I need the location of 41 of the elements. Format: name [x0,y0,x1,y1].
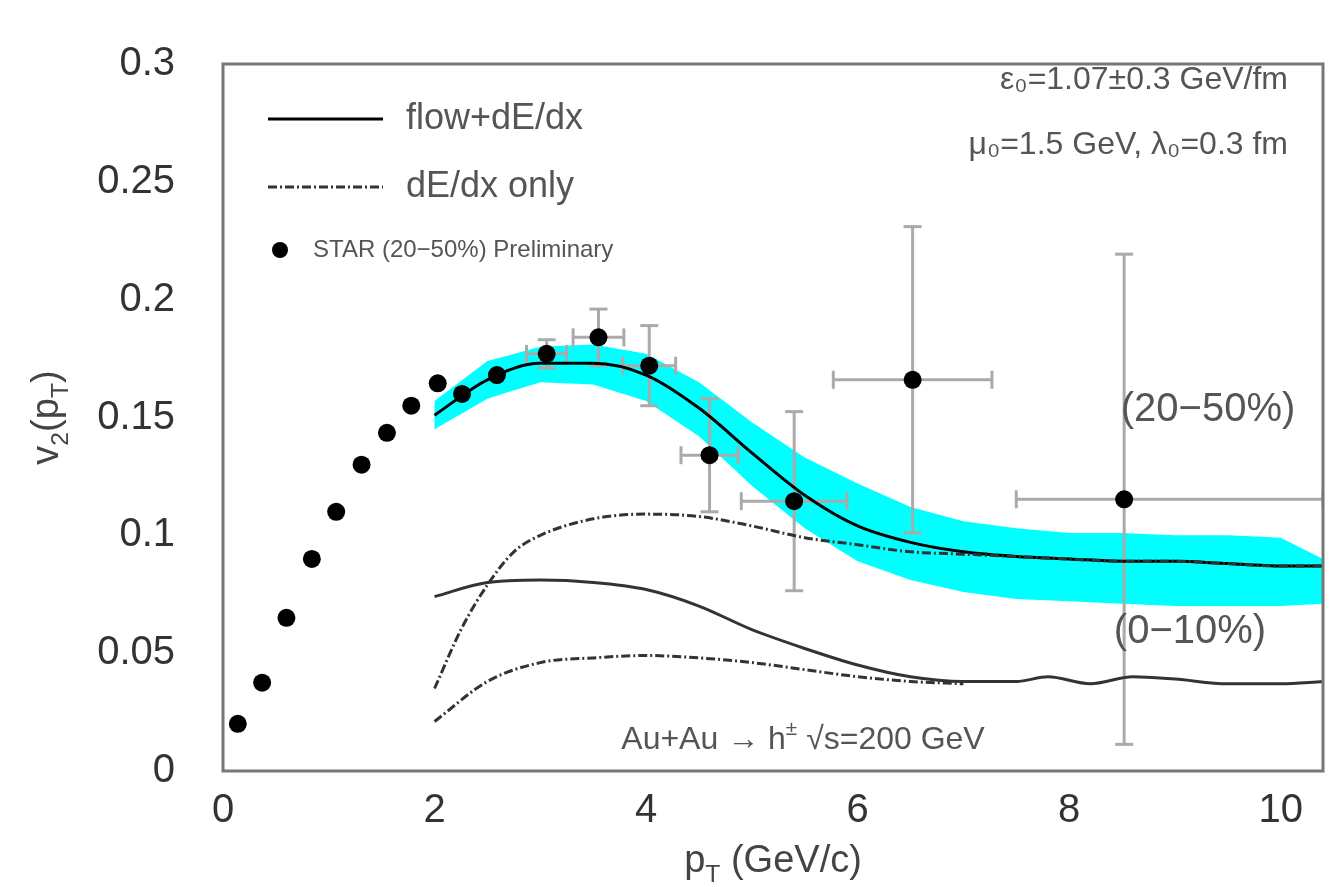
y-tick-label: 0.05 [97,628,175,673]
y-tick-label: 0.25 [97,156,175,201]
x-tick-label: 2 [423,786,446,831]
x-tick-label: 6 [846,786,869,831]
y-tick-label: 0 [152,746,175,791]
point [428,374,447,393]
y-tick-label: 0.2 [119,274,175,319]
point [785,492,804,511]
y-tick-label: 0.3 [119,39,175,84]
line-series [433,512,1323,691]
point [377,423,396,442]
legend-label: flow+dE/dx [406,95,584,137]
x-tick-label: 8 [1058,786,1081,831]
annotation: Au+Au → h± √s=200 GeV [621,715,986,756]
y-axis-title: v2(pT) [24,370,74,465]
x-tick-label: 4 [634,786,658,831]
point [1115,490,1134,509]
point [402,396,421,415]
point [589,328,608,347]
annotation: (0−10%) [1113,607,1267,652]
y-tick-label: 0.15 [97,392,175,437]
point [228,714,247,733]
point [302,549,321,568]
point [352,455,371,474]
point [253,673,272,692]
x-tick-label: 10 [1258,786,1303,831]
annotation: μ₀=1.5 GeV, λ₀=0.3 fm [968,124,1288,161]
point [640,356,659,375]
point [277,608,296,627]
point [903,370,922,389]
point [453,384,472,403]
legend-label: dE/dx only [406,163,575,205]
annotation: (20−50%) [1120,385,1296,430]
y-tick-label: 0.1 [119,510,175,555]
point [487,366,506,385]
legend-label: STAR (20−50%) Preliminary [313,234,614,262]
annotation: ε₀=1.07±0.3 GeV/fm [1000,59,1288,96]
point [700,446,719,465]
point [327,502,346,521]
x-tick-label: 0 [211,786,235,831]
point [537,344,556,363]
